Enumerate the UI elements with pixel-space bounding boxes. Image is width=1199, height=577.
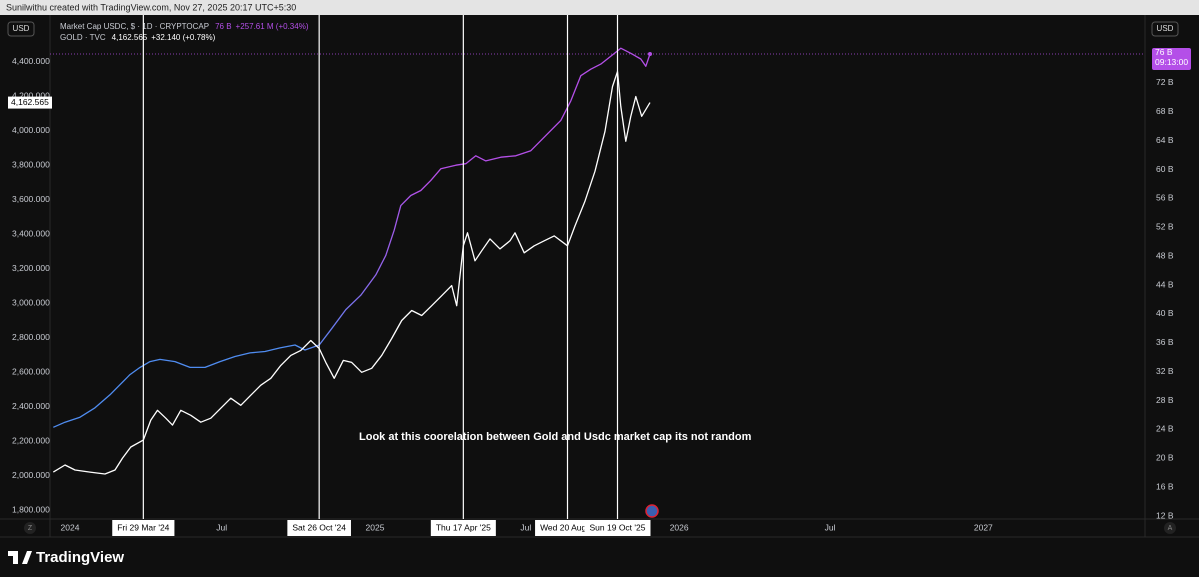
y-tick-label: 4,200.000 [12, 90, 50, 100]
legend-part: +257.61 M (+0.34%) [236, 22, 309, 31]
marker-label: Sun 19 Oct '25 [584, 520, 651, 536]
legend-part: 76 B [215, 22, 231, 31]
marker-box [287, 520, 351, 536]
zoom-button[interactable] [24, 522, 36, 534]
y2-tick-label: 52 B [1156, 222, 1174, 232]
x-tick-label: Jul [825, 522, 836, 532]
y-tick-label: 3,000.000 [12, 297, 50, 307]
logo-mark [8, 551, 32, 564]
y2-tick-label: 32 B [1156, 366, 1174, 376]
y-tick-label: 1,800.000 [12, 505, 50, 515]
y2-tick-label: 24 B [1156, 424, 1174, 434]
x-tick-label: Jul [520, 522, 531, 532]
x-tick-label: Jul [216, 522, 227, 532]
legend-part: +32.140 (+0.78%) [151, 33, 215, 42]
y2-tick-label: 64 B [1156, 135, 1174, 145]
legend-part: Market Cap USDC, $ · 1D · CRYPTOCAP [60, 22, 209, 31]
series-line [53, 47, 651, 428]
price-label-box [1152, 47, 1191, 70]
y-tick-label: 2,800.000 [12, 332, 50, 342]
auto-icon[interactable]: A [1168, 525, 1173, 532]
y-tick-label: 4,400.000 [12, 56, 50, 66]
y2-tick-label: 48 B [1156, 250, 1174, 260]
y2-tick-label: 36 B [1156, 337, 1174, 347]
y-tick-label: 2,600.000 [12, 367, 50, 377]
x-tick-label: 2026 [670, 522, 689, 532]
y2-tick-label: 72 B [1156, 77, 1174, 87]
marker-box [535, 520, 600, 536]
countdown: 09:13:00 [1155, 57, 1188, 67]
marker-text: Sat 26 Oct '24 [292, 522, 346, 532]
marker-box [584, 520, 651, 536]
marker-box [430, 520, 496, 536]
y2-tick-label: 44 B [1156, 279, 1174, 289]
marker-text: Sun 19 Oct '25 [590, 522, 646, 532]
series-line [52, 70, 651, 475]
y2-tick-label: 16 B [1156, 481, 1174, 491]
header-text: Sunilwithu created with TradingView.com,… [6, 2, 296, 12]
y-tick-label: 4,000.000 [12, 125, 50, 135]
y-tick-label: 3,400.000 [12, 228, 50, 238]
currency-box[interactable] [7, 21, 35, 37]
y-tick-label: 3,200.000 [12, 263, 50, 273]
y-tick-label: 2,400.000 [12, 401, 50, 411]
y2-tick-label: 56 B [1156, 193, 1174, 203]
auto-button[interactable] [1164, 522, 1176, 534]
x-tick-label: 2025 [366, 522, 385, 532]
marker-label: Thu 17 Apr '25 [430, 520, 496, 536]
y2-tick-label: 68 B [1156, 106, 1174, 116]
price-label: 4,162.565 [11, 97, 49, 107]
legend-entry: Market Cap USDC, $ · 1D · CRYPTOCAP 76 B +… [60, 22, 309, 31]
event-icon[interactable] [645, 504, 659, 518]
logo: TradingView [8, 549, 124, 566]
x-tick-label: 2027 [974, 522, 993, 532]
currency-left[interactable]: USD [13, 24, 30, 33]
y2-tick-label: 28 B [1156, 395, 1174, 405]
marker-text: Fri 29 Mar '24 [117, 522, 169, 532]
currency-right[interactable]: USD [1157, 24, 1174, 33]
y-tick-label: 2,200.000 [12, 436, 50, 446]
annotation: Look at this coorelation between Gold an… [359, 431, 752, 443]
legend-part: 4,162.565 [112, 33, 148, 42]
y-tick-label: 3,600.000 [12, 194, 50, 204]
marker-text: Wed 20 Aug '2 [540, 522, 595, 532]
header-bar [0, 0, 1199, 15]
marker-box [112, 520, 175, 536]
legend-part: GOLD · TVC [60, 33, 106, 42]
y2-tick-label: 12 B [1156, 510, 1174, 520]
last-point [648, 51, 652, 56]
y2-tick-label: 60 B [1156, 164, 1174, 174]
marker-label: Fri 29 Mar '24 [112, 520, 175, 536]
x-tick-label: 2024 [61, 522, 80, 532]
y-tick-label: 3,800.000 [12, 159, 50, 169]
price-label-box [8, 96, 52, 109]
legend-entry: GOLD · TVC 4,162.565 +32.140 (+0.78%) [60, 33, 216, 42]
marker-text: Thu 17 Apr '25 [436, 522, 491, 532]
marker-label: Wed 20 Aug '2 [535, 520, 600, 536]
y2-tick-label: 40 B [1156, 308, 1174, 318]
currency-box[interactable] [1151, 21, 1179, 37]
marker-label: Sat 26 Oct '24 [287, 520, 351, 536]
logo-text: TradingView [36, 549, 124, 566]
y-tick-label: 2,000.000 [12, 470, 50, 480]
y2-tick-label: 20 B [1156, 453, 1174, 463]
zoom-icon[interactable]: Z [28, 525, 33, 532]
price-label: 76 B [1155, 47, 1173, 57]
